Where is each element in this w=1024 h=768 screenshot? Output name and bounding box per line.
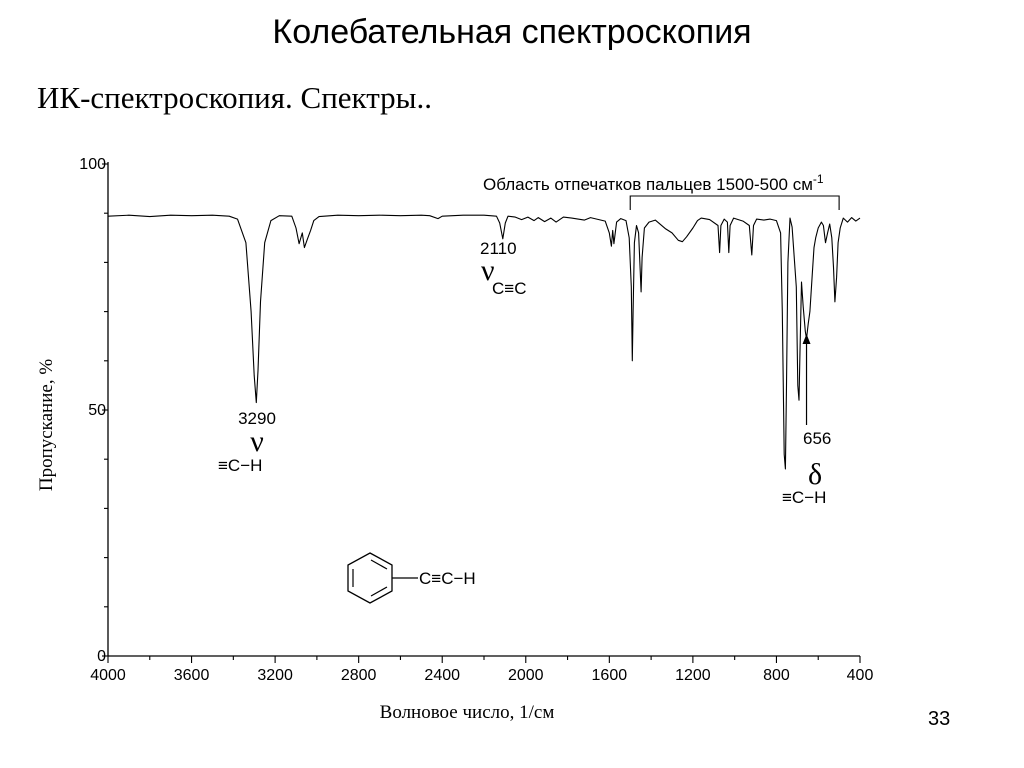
peak-656-number: 656 [803, 429, 831, 448]
spectrum-series-line [107, 214, 861, 470]
x-tick-label-4000: 4000 [90, 667, 126, 684]
page-number: 33 [928, 708, 951, 730]
phenylacetylene-structure: C≡C−H [347, 552, 476, 604]
fingerprint-region-annotation: Область отпечатков пальцев 1500-500 см-1 [483, 172, 840, 210]
peak-2110-annotation: 2110 ν C≡C [480, 239, 526, 298]
peak-656-arrow-head [802, 334, 811, 344]
y-axis-label: Пропускание, % [36, 359, 57, 491]
peak-656-annotation: 656 δ ≡C−H [782, 334, 831, 507]
molecule-alkyne-label: C≡C−H [419, 569, 476, 588]
benzene-ring [347, 552, 393, 604]
x-tick-label-3600: 3600 [174, 667, 210, 684]
benzene-double-bond-2 [370, 586, 388, 597]
peak-3290-annotation: 3290 ν ≡C−H [218, 409, 276, 475]
x-axis-ticks [107, 656, 861, 663]
x-tick-label-1200: 1200 [675, 667, 711, 684]
fingerprint-bracket [629, 195, 840, 210]
benzene-double-bond-1 [370, 559, 388, 570]
fingerprint-label-superscript: -1 [813, 172, 824, 186]
y-axis-ticks [102, 163, 108, 657]
y-tick-labels: 100 50 0 [79, 156, 106, 665]
peak-2110-number: 2110 [480, 239, 517, 258]
peak-3290-number: 3290 [238, 409, 276, 428]
x-axis-label: Волновое число, 1/см [380, 702, 555, 723]
peak-656-delta-symbol: δ [808, 458, 822, 491]
peak-3290-group: ≡C−H [218, 456, 262, 475]
y-tick-label-100: 100 [79, 156, 106, 173]
fingerprint-label-text: Область отпечатков пальцев 1500-500 см [483, 175, 813, 194]
x-tick-label-2800: 2800 [341, 667, 377, 684]
x-tick-label-1600: 1600 [592, 667, 628, 684]
peak-3290-nu-symbol: ν [250, 425, 264, 458]
x-tick-label-400: 400 [847, 667, 874, 684]
x-tick-label-2000: 2000 [508, 667, 544, 684]
fingerprint-label: Область отпечатков пальцев 1500-500 см-1 [483, 172, 824, 194]
x-tick-label-3200: 3200 [257, 667, 293, 684]
slide-subtitle: ИК-спектроскопия. Спектры.. [37, 80, 432, 115]
x-tick-label-2400: 2400 [424, 667, 460, 684]
slide-title: Колебательная спектроскопия [272, 13, 752, 51]
peak-2110-group: C≡C [492, 279, 526, 298]
peak-656-group: ≡C−H [782, 488, 826, 507]
x-tick-labels: 4000 3600 3200 2800 2400 2000 1600 1200 800 400 [90, 667, 873, 684]
y-tick-label-50: 50 [88, 402, 106, 419]
y-tick-label-0: 0 [97, 648, 106, 665]
x-tick-label-800: 800 [763, 667, 790, 684]
peak-2110-nu-symbol: ν [481, 254, 495, 287]
